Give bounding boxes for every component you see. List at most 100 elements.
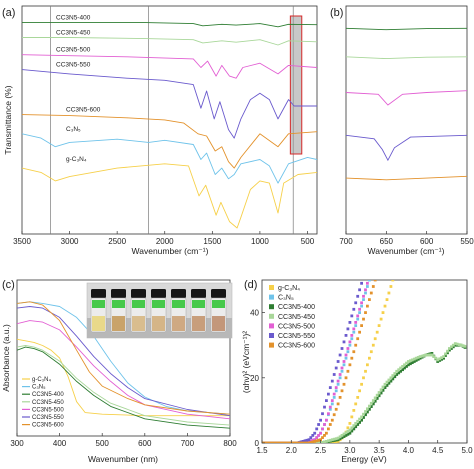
data-point-3 — [422, 354, 426, 357]
data-point-3 — [350, 426, 354, 430]
data-point-5 — [338, 353, 342, 357]
data-point-6 — [344, 376, 348, 380]
legend-label-0: g-C₃N₄ — [278, 285, 300, 292]
x-tick-label-3: 2000 — [156, 237, 174, 246]
data-point-2 — [442, 356, 445, 360]
x-tick-label-3: 600 — [138, 439, 152, 448]
vial-label-0 — [92, 300, 105, 308]
data-point-6 — [311, 440, 315, 443]
data-point-1 — [366, 285, 369, 288]
data-point-0 — [387, 291, 391, 295]
vial-powder-2 — [132, 316, 145, 331]
data-point-6 — [285, 441, 288, 443]
panel-d: 1.5 2.0 2.5 3.0 3.5 4.0 4.5 5.0 0 20 40 g-C₃N₄ C₃N₅… — [241, 275, 473, 464]
data-point-3 — [362, 412, 365, 416]
series-line-5 — [22, 133, 317, 184]
x-tick-label-1: 3000 — [61, 237, 79, 246]
data-point-6 — [327, 427, 330, 431]
data-point-3 — [455, 342, 459, 346]
data-point-5 — [315, 427, 319, 431]
vial-powder-6 — [212, 316, 225, 331]
x-tick-label-1: 650 — [380, 237, 394, 246]
data-point-4 — [330, 399, 334, 402]
series-line-1 — [17, 301, 230, 415]
data-point-5 — [334, 366, 338, 370]
data-point-4 — [368, 275, 371, 278]
data-point-6 — [297, 441, 301, 443]
vial-label-1 — [112, 300, 125, 308]
data-point-2 — [389, 379, 393, 383]
panel-c-label: (c) — [2, 279, 15, 291]
data-point-0 — [381, 311, 385, 314]
x-tick-label-0: 300 — [10, 439, 24, 448]
data-point-4 — [354, 321, 358, 324]
data-point-6 — [348, 363, 352, 367]
data-point-6 — [340, 389, 344, 393]
data-point-3 — [321, 441, 324, 443]
data-point-3 — [450, 345, 453, 349]
data-point-0 — [360, 382, 363, 386]
vial-cap-3 — [151, 289, 166, 298]
data-point-6 — [313, 440, 317, 443]
data-point-3 — [377, 391, 381, 394]
vial-label-2 — [132, 300, 145, 308]
y-tick-label-1: 20 — [250, 374, 259, 383]
x-tick-label-0: 700 — [339, 237, 353, 246]
data-point-3 — [323, 440, 326, 443]
data-point-2 — [350, 429, 354, 433]
data-point-4 — [315, 436, 319, 439]
data-point-1 — [360, 304, 363, 308]
data-point-4 — [317, 434, 320, 437]
data-point-2 — [444, 354, 447, 357]
data-point-3 — [366, 407, 369, 411]
panel-d-label: (d) — [244, 279, 257, 291]
series-line-4 — [346, 175, 467, 181]
data-point-3 — [418, 355, 422, 358]
data-point-4 — [307, 440, 311, 443]
data-point-6 — [295, 441, 298, 443]
data-point-6 — [364, 311, 367, 314]
data-point-1 — [368, 280, 371, 282]
data-point-5 — [305, 438, 309, 442]
series-line-3 — [22, 69, 317, 139]
data-point-5 — [321, 412, 324, 416]
data-point-6 — [274, 441, 278, 443]
data-point-2 — [373, 399, 377, 403]
data-point-6 — [328, 423, 332, 426]
data-point-3 — [448, 347, 451, 350]
data-point-3 — [428, 353, 432, 357]
series-line-2 — [346, 90, 467, 106]
data-point-5 — [327, 392, 330, 396]
data-point-4 — [328, 405, 332, 409]
data-point-0 — [368, 356, 371, 360]
data-point-4 — [362, 294, 365, 298]
x-tick-label-1: 400 — [53, 439, 67, 448]
panel-a-label: (a) — [2, 7, 15, 19]
data-point-2 — [399, 369, 402, 373]
data-point-2 — [366, 410, 369, 414]
data-point-6 — [358, 330, 361, 334]
data-point-3 — [383, 382, 387, 386]
data-point-5 — [313, 431, 317, 435]
data-point-2 — [342, 435, 346, 438]
data-point-3 — [407, 360, 410, 363]
x-tick-label-2: 2.5 — [315, 446, 327, 455]
data-point-2 — [348, 431, 352, 435]
data-point-3 — [360, 415, 363, 419]
data-point-6 — [270, 441, 274, 443]
data-point-2 — [395, 373, 399, 376]
panel-a-ylabel: Transmittance (%) — [3, 85, 13, 154]
panel-b-label: (b) — [330, 7, 343, 19]
data-point-4 — [360, 301, 363, 305]
data-point-4 — [342, 360, 346, 363]
vial-label-3 — [152, 300, 165, 308]
series-points-5 — [262, 281, 363, 443]
data-point-3 — [352, 424, 356, 427]
data-point-3 — [364, 410, 367, 413]
vial-cap-0 — [91, 289, 106, 298]
data-point-0 — [371, 343, 375, 347]
data-point-6 — [352, 350, 356, 354]
x-tick-label-7: 5.0 — [461, 446, 473, 455]
data-point-2 — [383, 386, 387, 389]
data-point-3 — [391, 374, 395, 377]
